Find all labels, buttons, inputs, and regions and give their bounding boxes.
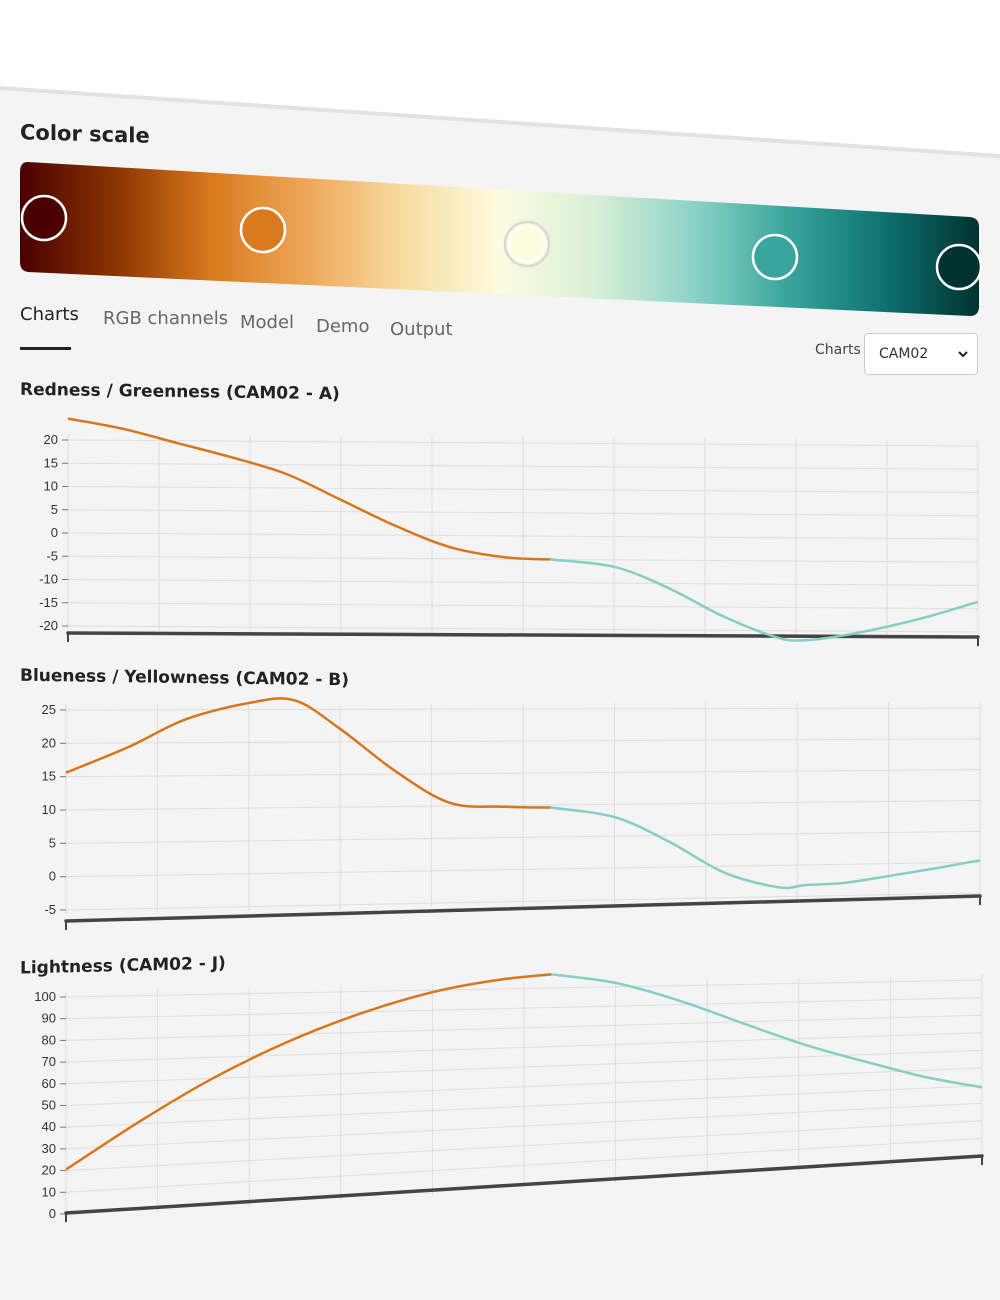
color-stop-handle-3[interactable] bbox=[503, 220, 551, 268]
y-tick-label: 10 bbox=[44, 479, 58, 494]
y-tick-label: 80 bbox=[42, 1032, 56, 1047]
tab-bar: Charts RGB channels Model Demo Output bbox=[20, 304, 480, 356]
x-axis bbox=[64, 894, 982, 923]
y-tick-label: 20 bbox=[42, 735, 56, 750]
chart-type-select[interactable]: CAM02 bbox=[864, 333, 978, 375]
color-stop-handle-4[interactable] bbox=[751, 233, 799, 281]
tab-demo[interactable]: Demo bbox=[316, 316, 370, 337]
chart-select-label: Charts bbox=[815, 342, 861, 358]
x-axis bbox=[66, 631, 980, 639]
tab-rgb-channels[interactable]: RGB channels bbox=[103, 308, 229, 329]
x-axis bbox=[64, 1154, 984, 1215]
series-line-2 bbox=[550, 558, 979, 642]
series-line-2 bbox=[551, 973, 983, 1089]
y-tick-label: 25 bbox=[42, 702, 56, 717]
y-tick-label: 15 bbox=[42, 769, 56, 784]
y-tick-label: 5 bbox=[49, 835, 56, 850]
y-tick-label: 0 bbox=[49, 869, 56, 884]
color-scale-title: Color scale bbox=[20, 120, 150, 148]
y-tick-label: -10 bbox=[39, 572, 58, 587]
y-tick-label: 15 bbox=[44, 455, 58, 470]
series-line-1 bbox=[65, 973, 552, 1171]
series-line-2 bbox=[550, 806, 981, 890]
chart-grid bbox=[65, 974, 983, 1218]
active-tab-indicator bbox=[20, 347, 71, 350]
y-tick-label: 10 bbox=[42, 802, 56, 817]
y-tick-label: 50 bbox=[42, 1098, 56, 1113]
y-tick-label: 10 bbox=[42, 1184, 56, 1199]
y-tick-label: 100 bbox=[34, 989, 56, 1004]
series-line-1 bbox=[67, 417, 551, 561]
y-tick-label: 5 bbox=[51, 502, 58, 517]
y-tick-label: -15 bbox=[39, 595, 58, 610]
y-tick-label: 90 bbox=[42, 1011, 56, 1026]
y-tick-label: -20 bbox=[39, 618, 58, 633]
y-tick-label: 0 bbox=[49, 1206, 56, 1221]
y-tick-label: 30 bbox=[42, 1141, 56, 1156]
y-tick-label: 20 bbox=[44, 432, 58, 447]
y-tick-label: -5 bbox=[46, 548, 58, 563]
chart-blueness-yellowness: 25 20 15 10 5 0 -5 bbox=[42, 697, 982, 930]
chart-grid bbox=[67, 434, 979, 636]
tab-output[interactable]: Output bbox=[390, 319, 453, 340]
y-tick-label: 70 bbox=[42, 1054, 56, 1069]
color-stop-handle-2[interactable] bbox=[239, 206, 287, 254]
color-stop-handle-5[interactable] bbox=[935, 243, 983, 291]
color-stop-handle-1[interactable] bbox=[20, 194, 68, 242]
y-tick-label: 0 bbox=[51, 525, 58, 540]
y-tick-label: 40 bbox=[42, 1119, 56, 1134]
y-tick-label: 20 bbox=[42, 1163, 56, 1178]
y-tick-label: 60 bbox=[42, 1076, 56, 1091]
series-line-1 bbox=[65, 697, 551, 809]
chevron-down-icon bbox=[958, 351, 968, 358]
y-tick-label: -5 bbox=[44, 902, 56, 917]
tab-charts[interactable]: Charts bbox=[20, 304, 79, 325]
chart-select-value: CAM02 bbox=[879, 346, 929, 362]
color-scale-bar bbox=[20, 162, 983, 316]
chart-redness-greenness: 20 15 10 5 0 -5 -10 -15 -20 bbox=[39, 417, 980, 646]
tab-model[interactable]: Model bbox=[240, 312, 295, 333]
color-scale-gradient bbox=[20, 162, 979, 316]
